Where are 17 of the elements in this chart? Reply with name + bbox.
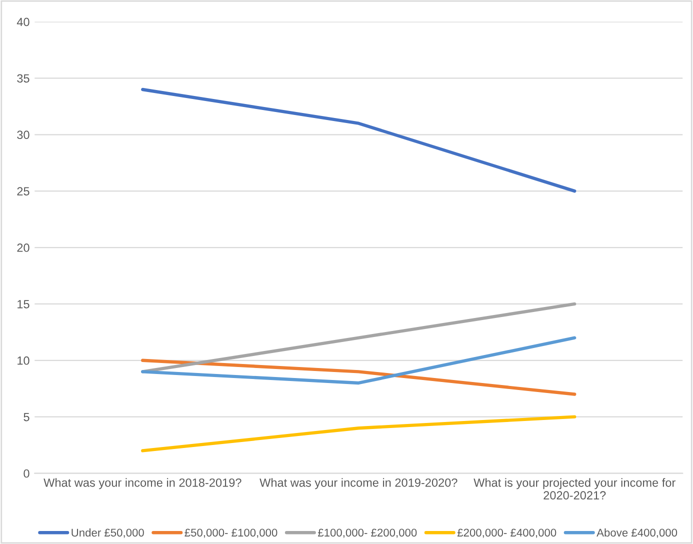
y-tick-label: 20	[17, 244, 30, 252]
legend-label: Above £400,000	[596, 528, 678, 538]
legend-label: Under £50,000	[72, 528, 144, 538]
x-tick-label: What was your income in 2018-2019?	[44, 478, 242, 490]
legend-label: £200,000- £400,000	[457, 528, 556, 538]
y-tick-label: 0	[24, 469, 30, 478]
x-tick-label: What was your income in 2019-2020?	[260, 478, 458, 490]
y-tick-label: 10	[18, 356, 30, 365]
y-tick-label: 30	[17, 130, 30, 140]
y-tick-label: 5	[24, 412, 30, 422]
x-tick-label: What is your projected your income for 2020-2021?	[474, 478, 676, 500]
y-tick-label: 35	[17, 74, 30, 83]
y-tick-label: 15	[18, 300, 30, 308]
y-tick-label: 25	[17, 187, 30, 196]
y-tick-label: 40	[16, 18, 30, 26]
legend-label: £100,000- £200,000	[318, 528, 417, 538]
legend-label: £50,000- £100,000	[184, 528, 278, 538]
